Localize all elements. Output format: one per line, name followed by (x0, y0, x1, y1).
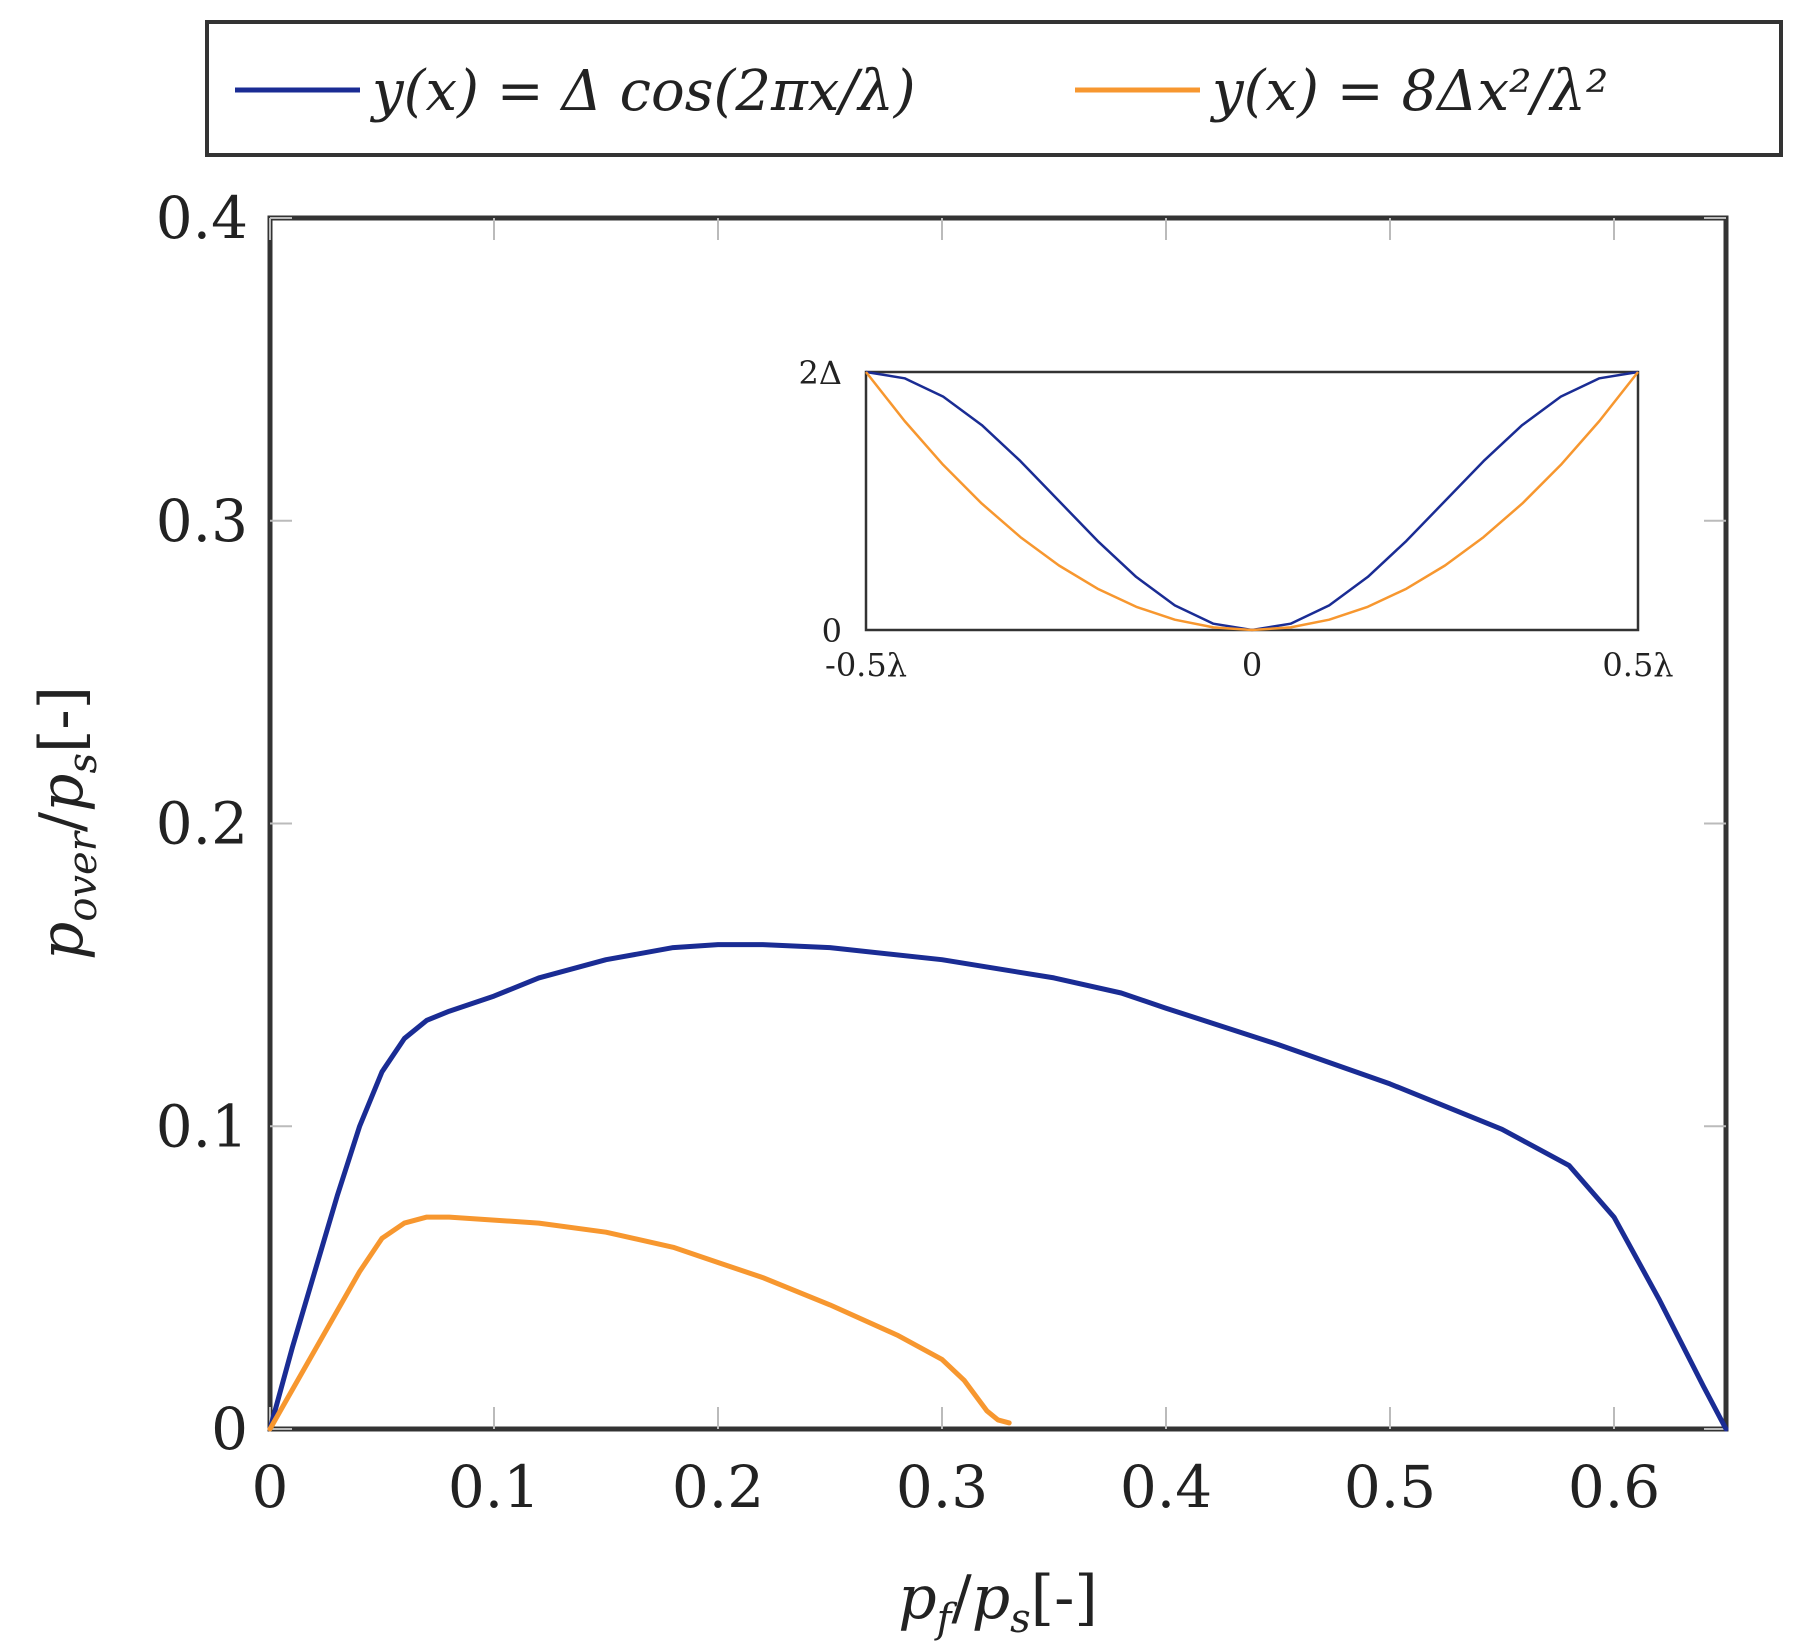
inset-x-tick-label: -0.5λ (825, 646, 907, 684)
inset-series-lines (865, 370, 1639, 632)
x-tick-label: 0.6 (1568, 1453, 1660, 1521)
x-axis-label-var2: p (972, 1563, 1010, 1633)
inset-series-line-2 (865, 371, 1639, 632)
y-axis-label-unit: [-] (27, 686, 97, 753)
y-tick-label: 0.1 (156, 1092, 248, 1160)
x-axis-label-sub2: s (1010, 1596, 1031, 1642)
inset-x-tick-labels: -0.5λ 0 0.5λ (825, 646, 1674, 684)
main-tick-marks (269, 217, 1726, 1430)
series-line-1 (267, 942, 1729, 1432)
x-tick-label: 0 (252, 1453, 289, 1521)
main-plot: 0 0.1 0.2 0.3 0.4 0.5 0.6 0 0.1 0.2 0.3 0.4 (156, 184, 1729, 1521)
y-axis-label-var: p (27, 922, 97, 960)
x-axis-label-sep: / (951, 1563, 972, 1633)
legend-label-series-2: y(x) = 8Δx²/λ² (1209, 59, 1608, 124)
inset-y-tick-label: 0 (822, 612, 842, 650)
legend-box (205, 20, 1783, 157)
x-tick-label: 0.1 (448, 1453, 540, 1521)
inset-x-tick-label: 0.5λ (1602, 646, 1673, 684)
y-axis-label-sub: over (60, 829, 106, 921)
legend-label-series-1: y(x) = Δ cos(2πx/λ) (369, 59, 916, 124)
main-series-lines (267, 942, 1729, 1432)
y-axis-label-var2: p (27, 774, 97, 812)
inset-y-tick-label: 2Δ (799, 354, 842, 392)
inset-plot: -0.5λ 0 0.5λ 02Δ (799, 354, 1674, 684)
x-tick-label: 0.5 (1344, 1453, 1436, 1521)
y-tick-label: 0.3 (156, 487, 248, 555)
x-tick-label: 0.3 (896, 1453, 988, 1521)
x-axis-label-var: p (898, 1563, 936, 1633)
y-axis-label-sub2: s (60, 753, 106, 774)
y-tick-label: 0.2 (156, 790, 248, 858)
y-axis-label-sep: / (27, 811, 97, 832)
x-tick-label: 0.2 (672, 1453, 764, 1521)
y-tick-labels: 0 0.1 0.2 0.3 0.4 (156, 184, 248, 1463)
legend: y(x) = Δ cos(2πx/λ) y(x) = 8Δx²/λ² (205, 20, 1783, 157)
y-axis-label: pover/ps[-] (27, 686, 106, 960)
x-axis-label: pf/ps[-] (898, 1563, 1098, 1642)
x-tick-label: 0.4 (1120, 1453, 1212, 1521)
x-tick-labels: 0 0.1 0.2 0.3 0.4 0.5 0.6 (252, 1453, 1661, 1521)
inset-y-tick-labels: 0 2Δ (799, 354, 842, 650)
x-axis-label-unit: [-] (1031, 1563, 1098, 1633)
y-tick-label: 0 (211, 1395, 248, 1463)
inset-plot-frame (864, 370, 1640, 632)
series-line-2 (267, 1214, 1012, 1432)
inset-x-tick-label: 0 (1242, 646, 1262, 684)
y-tick-label: 0.4 (156, 184, 248, 252)
